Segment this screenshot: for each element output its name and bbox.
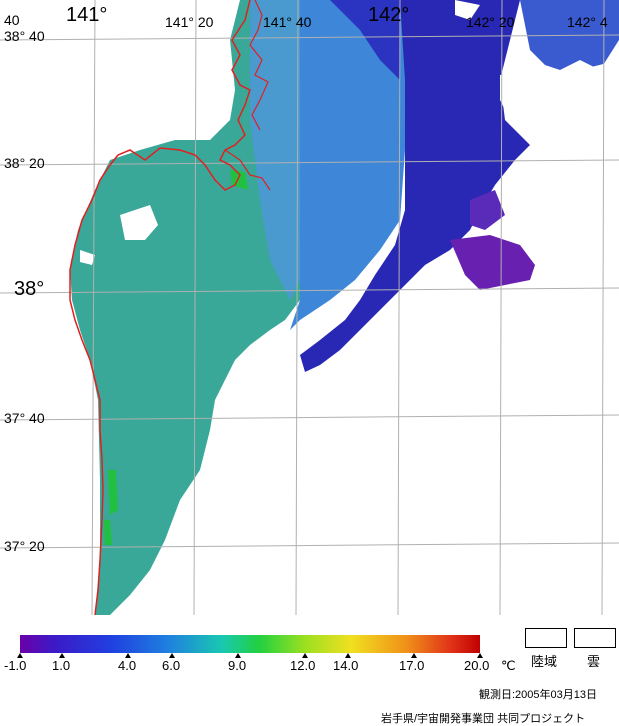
temperature-colorbar [20, 635, 480, 653]
lon-label-141-20: 141° 20 [165, 14, 214, 30]
tick-label: 17.0 [399, 658, 425, 673]
lon-label-142-40: 142° 4 [567, 14, 608, 30]
tick-mark [169, 653, 175, 658]
lat-label-38-20: 38° 20 [4, 155, 45, 171]
tick-label: 12.0 [290, 658, 316, 673]
land-label: 陸域 [531, 654, 558, 669]
tick-label: 9.0 [228, 658, 247, 673]
ocean-coastal [70, 0, 300, 615]
ocean-purple [450, 235, 535, 290]
sst-map [0, 0, 619, 615]
tick-label: 6.0 [162, 658, 181, 673]
tick-label: 1.0 [52, 658, 71, 673]
tick-mark [235, 653, 241, 658]
tick-mark [345, 653, 351, 658]
ocean-mid [290, 0, 420, 330]
tick-mark [17, 653, 23, 658]
lon-label-142: 142° [368, 4, 410, 26]
graticule [0, 0, 619, 615]
tick-label: 14.0 [333, 658, 359, 673]
cloud-swatch [574, 628, 616, 648]
observation-date: 観測日:2005年03月13日 [479, 689, 597, 701]
cloud-label: 雲 [587, 654, 601, 669]
lon-label-141-40: 141° 40 [263, 14, 312, 30]
tick-mark [59, 653, 65, 658]
lat-label-38: 38° [14, 278, 45, 300]
lat-label-37-20: 37° 20 [4, 538, 45, 554]
corner-label: 40 [4, 12, 20, 28]
tick-mark [477, 653, 483, 658]
tick-label: 20.0 [464, 658, 490, 673]
tick-mark [302, 653, 308, 658]
tick-mark [411, 653, 417, 658]
lat-label-37-40: 37° 40 [4, 410, 45, 426]
unit-label: ℃ [501, 658, 516, 673]
credit: 岩手県/宇宙開発事業団 共同プロジェクト [381, 713, 586, 725]
tick-label: 4.0 [118, 658, 137, 673]
tick-label: -1.0 [4, 658, 27, 673]
coastline [69, 0, 251, 615]
lat-label-38-40: 38° 40 [4, 28, 45, 44]
lon-label-142-20: 142° 20 [466, 14, 515, 30]
ocean-deep [300, 0, 530, 372]
land-swatch [525, 628, 567, 648]
lon-label-141: 141° [66, 4, 108, 26]
tick-mark [125, 653, 131, 658]
